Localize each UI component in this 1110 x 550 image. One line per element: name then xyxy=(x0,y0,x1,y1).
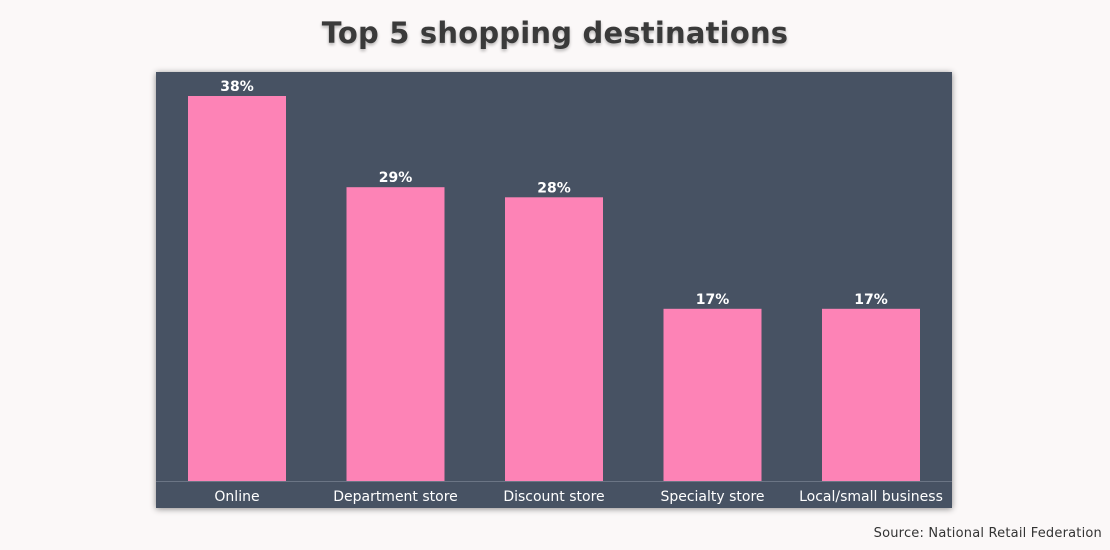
bar-chart: 38% Online 29% Department store 28% Discount … xyxy=(156,79,952,505)
data-label: 17% xyxy=(696,292,730,308)
data-label: 17% xyxy=(854,292,888,308)
source-note: Source: National Retail Federation xyxy=(873,526,1102,541)
bar-online xyxy=(188,96,286,481)
category-tick-label: Department store xyxy=(333,489,458,505)
data-label: 28% xyxy=(537,180,571,196)
data-label: 29% xyxy=(379,170,413,186)
category-tick-label: Local/small business xyxy=(799,489,943,505)
category-tick-label: Online xyxy=(214,489,259,505)
category-tick-label: Specialty store xyxy=(660,489,764,505)
chart-title: Top 5 shopping destinations xyxy=(321,16,789,50)
bar-specialty-store xyxy=(663,308,762,481)
chart-panel: 38% Online 29% Department store 28% Discount … xyxy=(156,72,952,508)
bar-department-store xyxy=(346,187,445,481)
bar-discount-store xyxy=(505,197,603,482)
data-label: 38% xyxy=(220,79,254,95)
bar-local-small-business xyxy=(822,308,920,481)
category-tick-label: Discount store xyxy=(503,489,604,505)
